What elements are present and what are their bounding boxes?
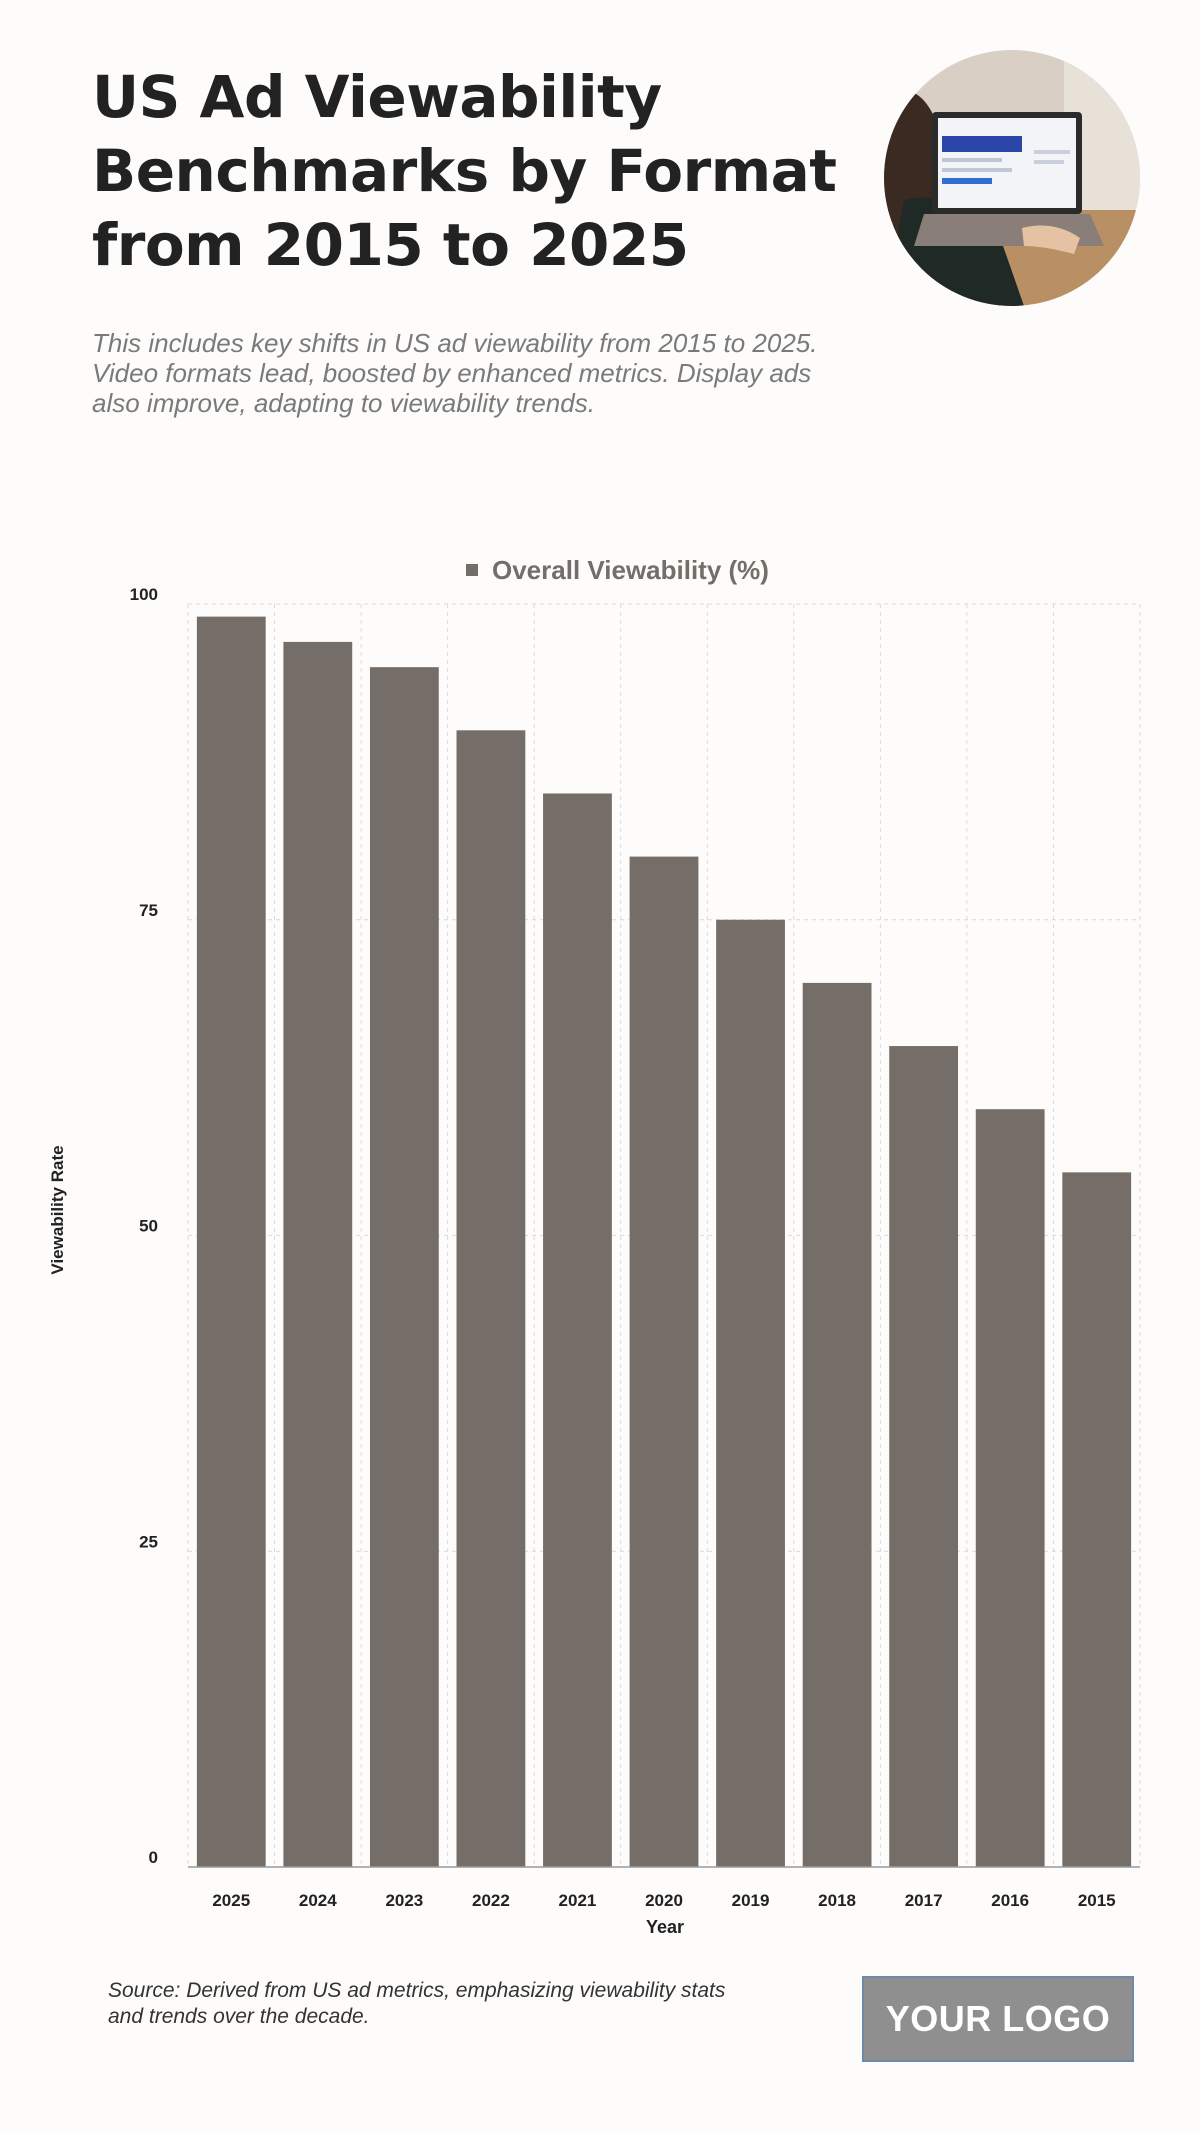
y-tick-label: 100 [130,585,158,604]
bar-2018 [802,982,872,1867]
x-axis-label: Year [645,1917,685,1937]
logo-placeholder: YOUR LOGO [862,1976,1134,2062]
y-tick-labels: 0 25 50 75 100 [130,585,158,1867]
x-tick-label: 2015 [1078,1891,1116,1910]
x-tick-label: 2024 [299,1891,337,1910]
bar-2023 [369,667,439,1867]
x-tick-label: 2022 [472,1891,510,1910]
source-note: Source: Derived from US ad metrics, emph… [108,1979,726,2028]
y-tick-label: 75 [139,901,158,920]
x-tick-label: 2025 [212,1891,250,1910]
legend-swatch [466,564,478,576]
x-tick-label: 2018 [818,1891,856,1910]
x-tick-label: 2023 [385,1891,423,1910]
y-axis-label: Viewability Rate [48,1145,67,1275]
page-title: US Ad Viewability Benchmarks by Format f… [92,63,837,279]
x-tick-label: 2020 [645,1891,683,1910]
legend-label: Overall Viewability (%) [492,554,769,585]
bar-2021 [543,793,612,1868]
y-tick-label: 0 [149,1848,158,1867]
bar-2016 [975,1109,1045,1867]
x-tick-labels: 2025 2024 2023 2022 2021 2020 2019 2018 2017 2016… [212,1891,1115,1910]
bar-2015 [1062,1172,1132,1867]
bar-2020 [629,856,699,1867]
header-photo [884,50,1140,306]
bars [196,616,1132,1868]
x-tick-label: 2021 [559,1891,597,1910]
bar-2025 [196,616,266,1867]
bar-2024 [283,641,353,1867]
x-tick-label: 2019 [732,1891,770,1910]
bar-2022 [456,730,526,1867]
x-tick-label: 2017 [905,1891,943,1910]
chart-legend: Overall Viewability (%) [466,552,769,588]
y-tick-label: 25 [139,1532,158,1551]
bar-2019 [716,919,785,1867]
bar-2017 [889,1046,959,1867]
page-subtitle: This includes key shifts in US ad viewab… [92,328,818,418]
x-tick-label: 2016 [991,1891,1029,1910]
y-tick-label: 50 [139,1217,158,1236]
